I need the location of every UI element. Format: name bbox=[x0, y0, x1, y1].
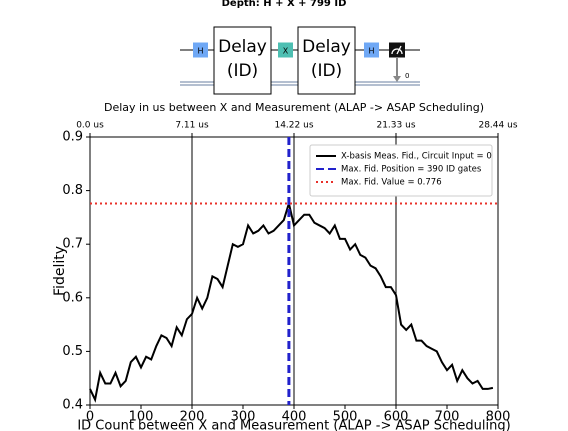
top-tick-label: 28.44 us bbox=[478, 121, 517, 131]
y-tick-label: 0.8 bbox=[62, 183, 83, 198]
gate bbox=[364, 42, 379, 58]
gate bbox=[278, 42, 293, 58]
x-tick-label: 100 bbox=[129, 410, 154, 425]
x-tick-label: 200 bbox=[180, 410, 205, 425]
y-tick-label: 0.7 bbox=[62, 237, 83, 252]
x-tick-label: 600 bbox=[384, 410, 409, 425]
top-tick-label: 14.22 us bbox=[274, 121, 313, 131]
legend-label: X-basis Meas. Fid., Circuit Input = 0 bbox=[341, 152, 492, 162]
gate-label: H bbox=[197, 47, 203, 56]
gate bbox=[213, 26, 272, 95]
top-tick-label: 21.33 us bbox=[376, 121, 415, 131]
x-tick-label: 300 bbox=[231, 410, 256, 425]
legend-label: Max. Fid. Position = 390 ID gates bbox=[341, 165, 482, 175]
gate bbox=[193, 42, 208, 58]
gate-label: (ID) bbox=[311, 61, 342, 81]
circuit-title: Depth: H + X + 799 ID bbox=[222, 0, 347, 9]
top-tick-label: 7.11 us bbox=[175, 121, 209, 131]
x-tick-label: 700 bbox=[435, 410, 460, 425]
y-tick-label: 0.5 bbox=[62, 344, 83, 359]
y-tick-label: 0.6 bbox=[62, 290, 83, 305]
gate bbox=[389, 42, 405, 58]
gate-label: X bbox=[283, 47, 289, 56]
x-tick-label: 400 bbox=[282, 410, 307, 425]
legend-label: Max. Fid. Value = 0.776 bbox=[341, 178, 442, 188]
x-axis-label: ID Count between X and Measurement (ALAP… bbox=[77, 419, 510, 431]
classical-bit-label: 0 bbox=[405, 72, 409, 80]
top-tick-label: 0.0 us bbox=[76, 121, 104, 131]
data-line bbox=[89, 199, 494, 403]
x-tick-label: 800 bbox=[486, 410, 511, 425]
x-tick-label: 500 bbox=[333, 410, 358, 425]
gate-label: Delay bbox=[302, 37, 351, 57]
x-tick-label: 0 bbox=[86, 410, 94, 425]
arrow-head bbox=[393, 76, 401, 82]
gate-label: Delay bbox=[218, 37, 267, 57]
gate-label: (ID) bbox=[227, 61, 258, 81]
legend-box bbox=[309, 144, 493, 197]
top-axis-label: Delay in us between X and Measurement (A… bbox=[104, 101, 484, 114]
y-tick-label: 0.9 bbox=[62, 130, 83, 145]
gate bbox=[297, 26, 356, 95]
y-axis-label: Fidelity bbox=[52, 246, 68, 296]
y-tick-label: 0.4 bbox=[62, 398, 83, 413]
meter-icon bbox=[391, 45, 403, 55]
gate-label: H bbox=[368, 47, 374, 56]
